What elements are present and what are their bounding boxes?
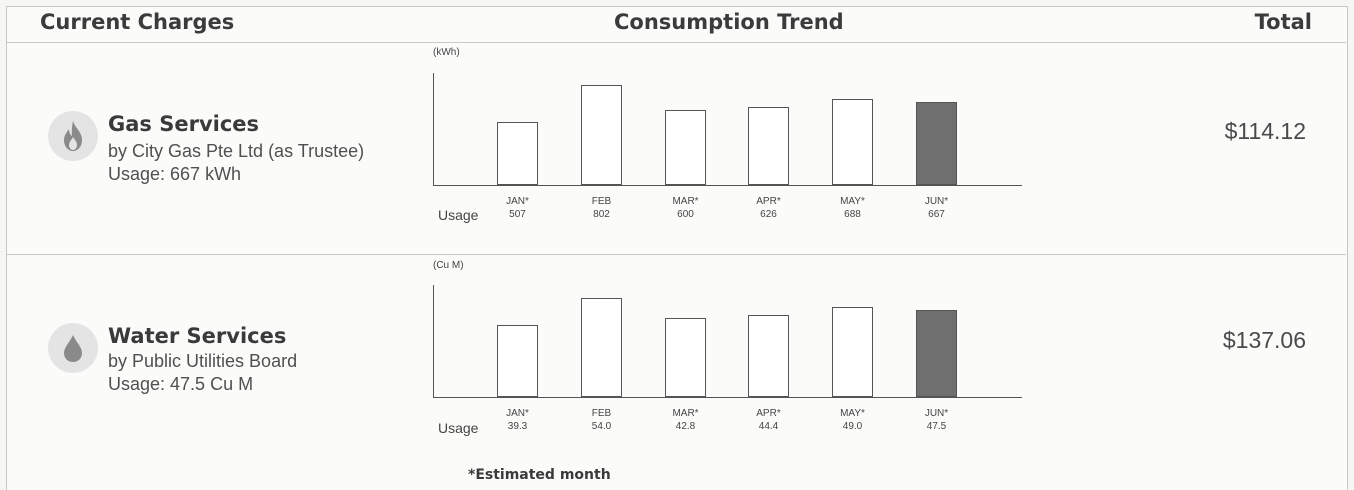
water-x-axis [433, 397, 1022, 398]
gas-month-label: FEB [591, 196, 612, 207]
water-usage-row-label: Usage [438, 420, 479, 436]
water-y-axis [433, 285, 434, 397]
gas-month-label: JUN* [924, 196, 949, 207]
gas-service-row: Gas Services by City Gas Pte Ltd (as Tru… [0, 43, 1354, 253]
gas-month-label: MAR* [672, 196, 699, 207]
gas-total: $114.12 [1224, 118, 1306, 144]
gas-x-axis [433, 185, 1022, 186]
gas-bar-mar [665, 110, 706, 185]
water-total: $137.06 [1222, 327, 1306, 353]
water-month-label: MAY* [840, 408, 865, 419]
gas-usage-value: 626 [760, 209, 777, 220]
header-divider [6, 42, 1346, 43]
consumption-trend-heading: Consumption Trend [614, 10, 844, 34]
gas-usage-value: 802 [593, 209, 610, 220]
gas-month-label: MAY* [840, 196, 865, 207]
water-month-label: JUN* [924, 408, 949, 419]
gas-bar-feb [581, 85, 622, 185]
water-bar-feb [581, 298, 622, 397]
water-bar-mar [665, 318, 706, 397]
water-usage-value: 54.0 [591, 421, 612, 432]
water-month-label: MAR* [672, 408, 699, 419]
water-usage-value: 47.5 [926, 421, 947, 432]
gas-chart-unit: (kWh) [433, 47, 460, 58]
water-bar-may [832, 307, 873, 397]
gas-bar-jun [916, 102, 957, 185]
water-usage-value: 42.8 [675, 421, 696, 432]
gas-bar-apr [748, 107, 789, 185]
water-usage-value: 49.0 [842, 421, 863, 432]
flame-icon [48, 111, 98, 161]
water-chart-unit: (Cu M) [433, 260, 464, 271]
water-service-name: Water Services [108, 324, 287, 348]
gas-service-name: Gas Services [108, 112, 260, 136]
gas-bar-jan [497, 122, 538, 185]
total-heading: Total [1254, 10, 1312, 34]
estimated-month-footnote: *Estimated month [468, 467, 611, 483]
water-service-row: Water Services by Public Utilities Board… [0, 255, 1354, 465]
water-month-label: JAN* [506, 408, 529, 419]
water-bar-jun [916, 310, 957, 397]
gas-usage-value: 507 [509, 209, 526, 220]
gas-month-label: APR* [756, 196, 781, 207]
water-month-label: FEB [591, 408, 612, 419]
water-usage-value: 39.3 [507, 421, 528, 432]
water-provider: by Public Utilities Board [108, 351, 298, 371]
water-bar-apr [748, 315, 789, 397]
water-usage: Usage: 47.5 Cu M [108, 374, 254, 394]
gas-usage-value: 600 [677, 209, 694, 220]
water-bar-jan [497, 325, 538, 397]
water-drop-icon [48, 323, 98, 373]
gas-bar-may [832, 99, 873, 185]
row-divider [6, 254, 1346, 255]
gas-y-axis [433, 73, 434, 185]
current-charges-heading: Current Charges [40, 10, 235, 34]
charges-panel [6, 6, 1348, 490]
gas-month-label: JAN* [506, 196, 529, 207]
water-month-label: APR* [756, 408, 781, 419]
gas-provider: by City Gas Pte Ltd (as Trustee) [108, 141, 365, 161]
gas-usage: Usage: 667 kWh [108, 164, 242, 184]
gas-usage-value: 688 [844, 209, 861, 220]
gas-usage-row-label: Usage [438, 207, 479, 223]
gas-usage-value: 667 [928, 209, 945, 220]
water-usage-value: 44.4 [758, 421, 779, 432]
